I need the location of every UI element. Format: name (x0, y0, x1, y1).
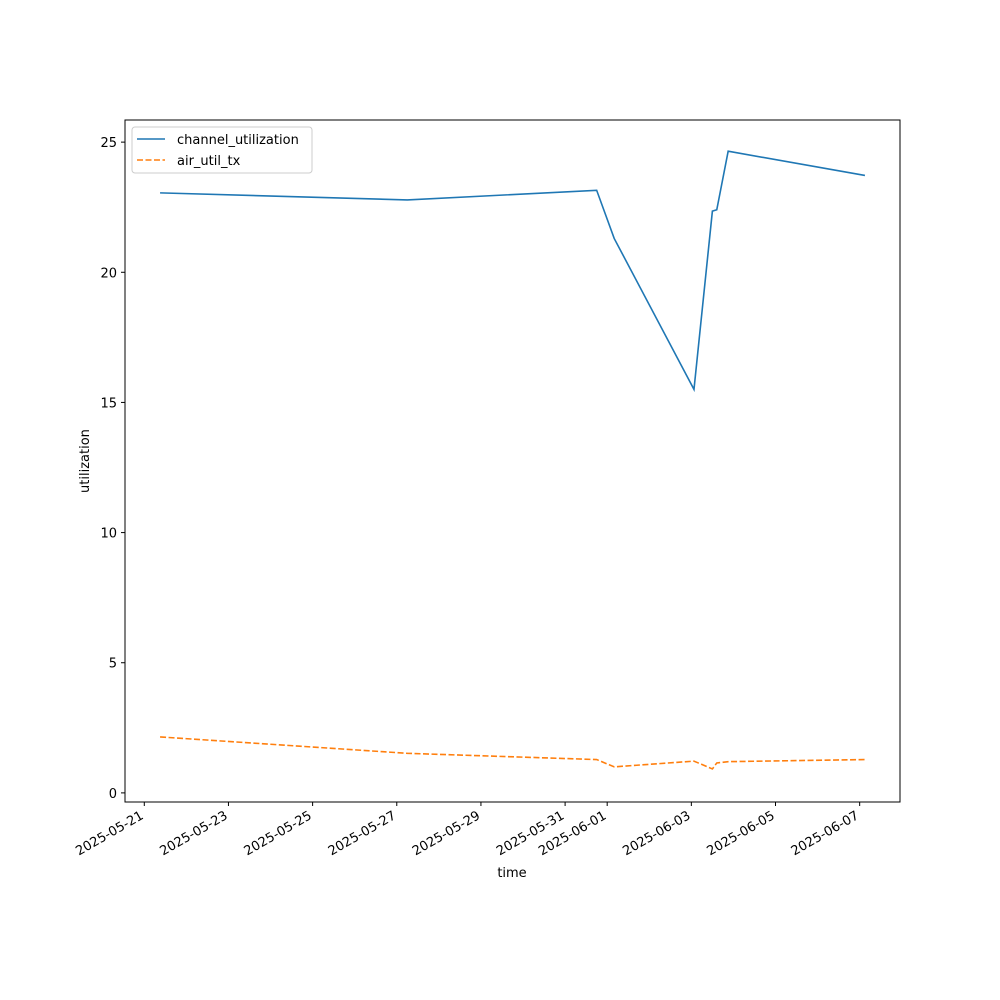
x-tick-label: 2025-05-25 (242, 808, 315, 859)
y-tick-label: 25 (100, 136, 117, 151)
x-tick-label: 2025-05-29 (410, 808, 483, 859)
x-tick-label: 2025-06-07 (789, 808, 862, 859)
series-line (160, 736, 865, 770)
legend-label: air_util_tx (177, 154, 241, 169)
x-tick-label: 2025-05-27 (326, 808, 399, 859)
y-tick-label: 0 (109, 787, 117, 802)
y-axis-label: utilization (78, 429, 93, 493)
x-axis-label: time (497, 866, 526, 881)
plot-frame (124, 119, 901, 803)
series-line (160, 150, 866, 393)
y-tick-label: 15 (100, 396, 117, 411)
y-tick-label: 5 (109, 657, 117, 672)
x-tick-label: 2025-06-05 (705, 808, 778, 859)
legend-label: channel_utilization (177, 133, 299, 148)
x-tick-label: 2025-05-21 (73, 808, 146, 859)
y-tick-label: 10 (100, 527, 117, 542)
legend-box (131, 126, 313, 174)
x-tick-label: 2025-05-23 (158, 808, 231, 859)
x-tick-label: 2025-06-03 (620, 808, 693, 859)
y-tick-label: 20 (100, 266, 117, 281)
